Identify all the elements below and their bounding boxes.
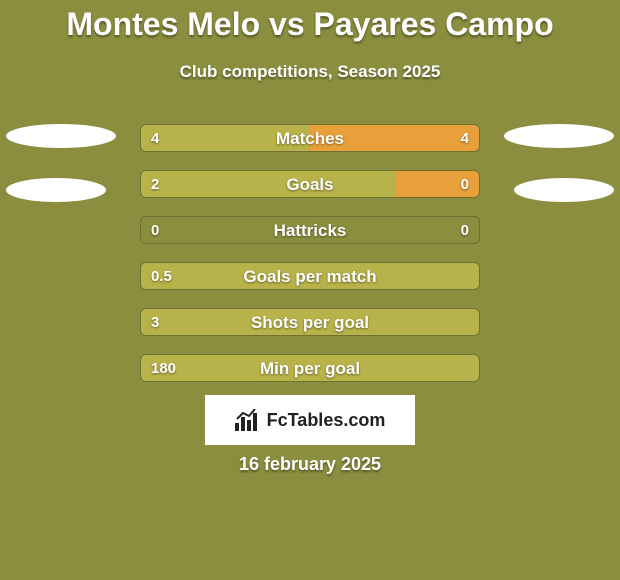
stat-label: Shots per goal (141, 309, 479, 335)
stat-row-shots-per-goal: 3Shots per goal (140, 308, 480, 336)
watermark: FcTables.com (205, 395, 415, 445)
stat-label: Matches (141, 125, 479, 151)
page-title: Montes Melo vs Payares Campo (0, 6, 620, 43)
subtitle: Club competitions, Season 2025 (0, 62, 620, 82)
stat-row-goals: 20Goals (140, 170, 480, 198)
player-photo-left-1 (6, 178, 106, 202)
chart-icon (235, 409, 261, 431)
stat-row-min-per-goal: 180Min per goal (140, 354, 480, 382)
date-text: 16 february 2025 (0, 454, 620, 475)
stat-label: Min per goal (141, 355, 479, 381)
player-photo-right-0 (504, 124, 614, 148)
watermark-text: FcTables.com (267, 410, 386, 431)
stat-row-matches: 44Matches (140, 124, 480, 152)
stat-row-hattricks: 00Hattricks (140, 216, 480, 244)
stat-row-goals-per-match: 0.5Goals per match (140, 262, 480, 290)
stat-label: Hattricks (141, 217, 479, 243)
player-photo-right-1 (514, 178, 614, 202)
stat-label: Goals (141, 171, 479, 197)
stats-rows: 44Matches 20Goals 00Hattricks 0.5Goals per … (140, 124, 480, 400)
stat-label: Goals per match (141, 263, 479, 289)
player-photo-left-0 (6, 124, 116, 148)
